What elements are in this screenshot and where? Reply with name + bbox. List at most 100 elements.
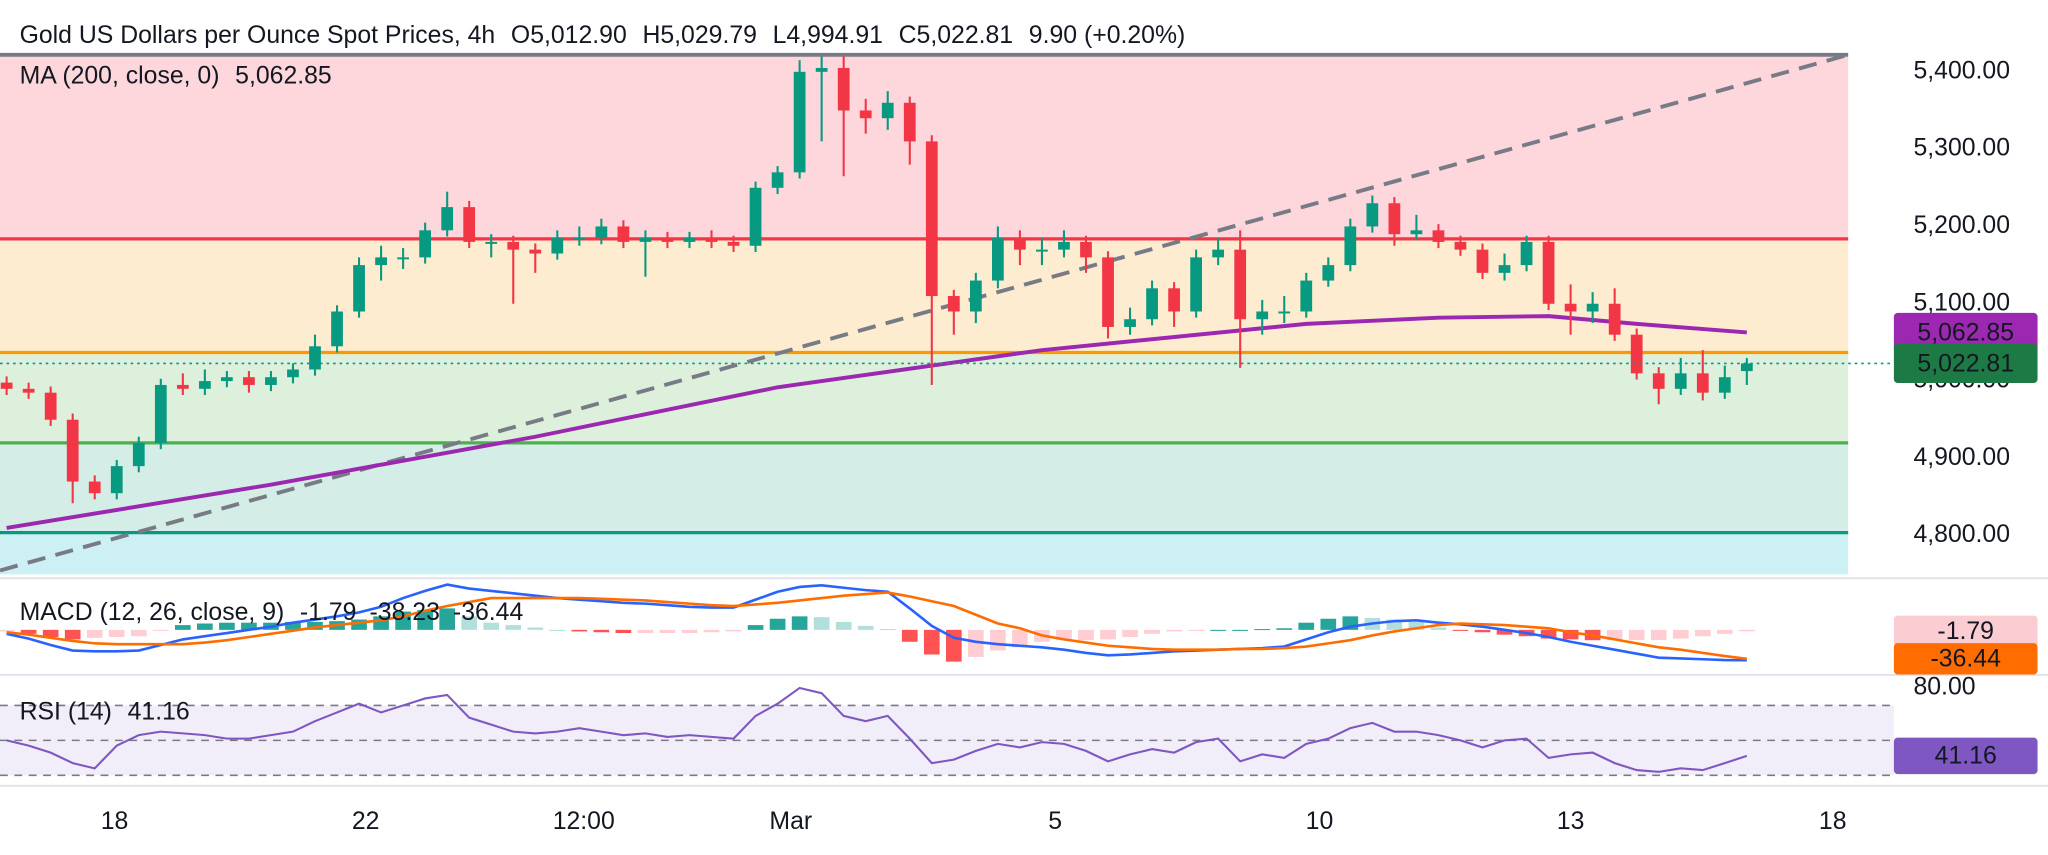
ohlc-value: 4,994.91 [786,22,883,49]
level-zone [0,54,1849,239]
macd-histogram-bar [813,617,830,630]
x-tick-label: 5 [1048,808,1062,835]
macd-histogram-bar [108,629,125,638]
candle-body [1564,303,1577,312]
macd-histogram-bar [1738,629,1755,632]
x-tick-label: 18 [101,808,129,835]
macd-histogram-bar [1144,629,1160,634]
candle-body [287,369,299,378]
price-badge [1893,643,2038,675]
candle-body [419,230,432,258]
macd-histogram-bar [1694,629,1711,637]
macd-histogram-bar [1254,629,1271,631]
macd-histogram-bar [549,629,566,631]
macd-histogram-bar [791,616,808,630]
candle-body [925,141,938,297]
candle-body [110,466,123,494]
macd-histogram-bar [219,622,235,630]
macd-histogram-bar [351,619,367,630]
candle-body [375,257,387,266]
macd-histogram-bar [1122,629,1138,638]
price-badge [1893,343,2038,384]
candle-body [1410,230,1423,235]
macd-histogram-bar [1452,629,1469,631]
candle-body [176,384,189,389]
macd-histogram-bar [879,629,896,631]
macd-histogram-bar [1386,619,1403,630]
candle-body [1520,241,1533,266]
candle-body [309,346,321,370]
candle-body [1630,334,1643,374]
candle-body [221,377,233,382]
candle-body [969,280,982,312]
macd-histogram-bar [1650,629,1667,641]
macd-histogram-bar [1100,629,1116,640]
macd-legend-signal: -36.44 [453,599,524,626]
candle-body [903,102,916,142]
candle-body [1102,257,1114,327]
candle-body [1212,249,1225,258]
candle-body [727,241,740,246]
candle-body [573,238,586,241]
candle-body [1256,311,1269,320]
macd-histogram-bar [1474,629,1491,633]
macd-histogram-bar [1056,629,1072,641]
ma-legend-name: MA (200, close, 0) [20,63,220,90]
candle-body [947,296,960,312]
macd-histogram-bar [1628,629,1645,641]
macd-histogram-bar [439,608,456,630]
price-change: 9.90 (+0.20%) [1029,22,1186,49]
ohlc-key: O [511,22,530,49]
candle-body [1498,265,1511,273]
macd-legend-macd: -38.23 [370,599,440,626]
macd-histogram-bar [527,627,544,630]
macd-histogram-bar [1540,629,1557,639]
x-tick-label: 22 [352,808,380,835]
candle-body [1454,241,1467,250]
macd-histogram-bar [703,629,720,633]
x-tick-label: 18 [1819,808,1847,835]
x-tick-label: 10 [1306,808,1334,835]
candle-body [1366,203,1379,227]
candle-body [1652,373,1665,389]
x-tick-label: Mar [769,808,812,835]
candle-body [881,102,894,119]
candle-body [1718,377,1731,393]
macd-histogram-bar [593,629,610,633]
macd-histogram-bar [1188,629,1204,631]
candle-body [1586,303,1599,312]
macd-histogram-bar [615,629,632,634]
price-badge-label: -36.44 [1931,646,2002,673]
ohlc-key: H [642,22,660,49]
macd-histogram-bar [307,621,323,630]
y-tick-label: 4,900.00 [1913,444,2010,471]
candle-body [1344,226,1357,266]
candle-body [1058,241,1070,250]
price-badge-label: 5,022.81 [1917,350,2014,377]
macd-histogram-bar [1672,629,1689,639]
macd-histogram-bar [461,616,478,630]
candle-body [463,207,476,242]
chart-title: Gold US Dollars per Ounce Spot Prices, 4… [20,22,496,49]
candle-body [639,238,652,242]
macd-legend-histogram: -1.79 [300,599,357,626]
macd-histogram-bar [1606,629,1623,641]
candle-body [551,238,564,254]
candle-body [1014,238,1026,250]
candle-body [22,388,35,393]
macd-histogram-bar [1298,622,1315,630]
candle-body [132,442,145,467]
macd-histogram-bar [1232,629,1249,631]
candle-body [815,67,828,72]
candle-body [441,207,454,231]
macd-histogram-bar [130,629,147,637]
macd-histogram-bar [901,629,918,642]
macd-histogram-bar [769,618,786,630]
candle-body [88,481,101,494]
candle-body [1740,363,1753,372]
candle-body [595,226,608,239]
macd-histogram-bar [1496,629,1513,635]
candle-body [683,238,696,242]
